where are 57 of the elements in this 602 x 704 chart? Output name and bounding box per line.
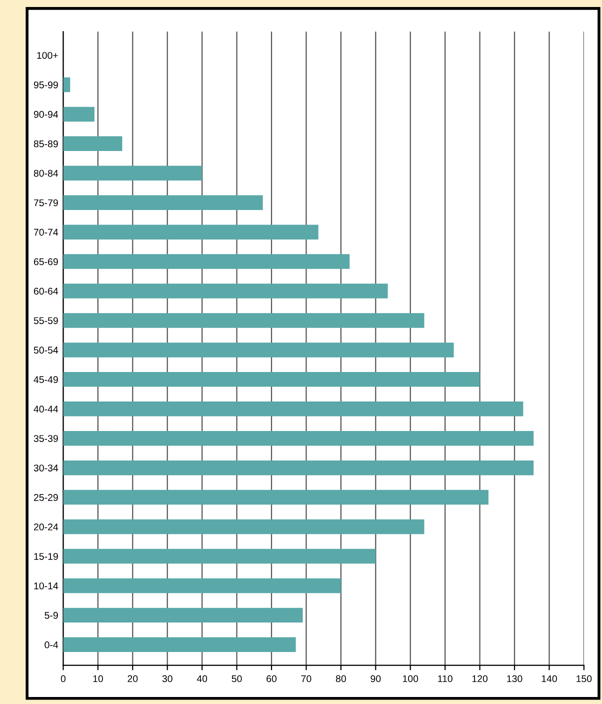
bar [63,254,350,269]
y-tick-label: 55-59 [34,317,58,324]
y-tick-label: 100+ [37,52,58,59]
y-tick-label: 30-34 [34,464,58,472]
x-tick-label: 80 [336,675,346,682]
bar [63,608,303,623]
x-tick-label: 140 [542,675,557,682]
x-tick-label: 110 [438,675,452,682]
y-tick-label: 20-24 [34,524,58,530]
y-tick-label: 85-89 [34,140,58,148]
bar [63,284,388,298]
y-tick-label: 0-4 [44,641,58,648]
bar [63,106,94,122]
y-tick-label: 5-9 [44,612,58,619]
y-tick-label: 10-14 [34,582,58,590]
y-tick-label: 75-79 [34,199,58,206]
bar [63,490,488,505]
y-tick-label: 35-39 [34,435,58,442]
y-tick-label: 90-94 [34,110,58,118]
x-tick-label: 100 [402,675,418,682]
x-tick-label: 150 [576,675,592,682]
y-tick-label: 95-99 [34,81,58,88]
y-tick-label: 80-84 [34,170,58,177]
x-tick-label: 120 [472,675,488,682]
y-tick-label: 65-69 [34,258,58,266]
y-tick-label: 15-19 [34,552,58,560]
bar [63,637,296,652]
x-tick-label: 90 [370,675,381,682]
bar [63,136,122,152]
x-tick-label: 60 [266,675,277,682]
x-tick-label: 50 [232,675,242,682]
bar [63,548,376,564]
y-tick-label: 60-64 [34,288,58,295]
bar [63,402,524,416]
x-tick-label: 20 [128,675,138,682]
bar [63,578,341,594]
y-tick-label: 40-44 [34,406,58,413]
x-tick-label: 30 [162,675,172,682]
bar [63,460,534,476]
bar [63,166,202,180]
x-tick-label: 40 [196,675,208,682]
x-tick-label: 70 [301,675,312,682]
x-tick-label: 130 [507,675,522,682]
y-tick-label: 50-54 [34,346,58,354]
x-tick-label: 10 [93,675,103,682]
y-tick-label: 25-29 [34,494,58,501]
bar [63,195,263,210]
bar [63,430,534,446]
x-tick-label: 0 [60,675,66,682]
bar [63,313,424,328]
bar [63,342,454,358]
y-tick-label: 70-74 [34,228,58,236]
bar [63,224,318,240]
y-tick-label: 45-49 [34,376,58,384]
bar [63,519,424,534]
bar [63,372,480,387]
bar [63,77,70,92]
